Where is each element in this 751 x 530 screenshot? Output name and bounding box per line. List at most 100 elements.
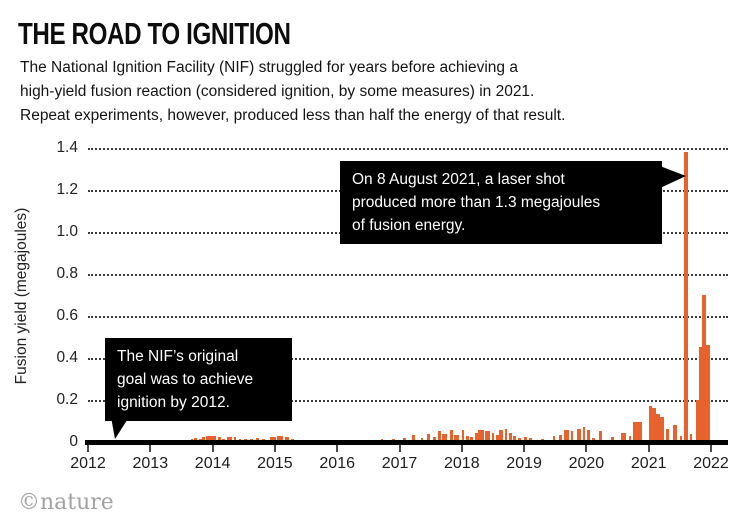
bar-laser-shot [491, 433, 495, 442]
y-tick-label-1.0: 1.0 [56, 223, 78, 240]
x-tick-2015 [273, 445, 276, 452]
bar-laser-shot [586, 430, 590, 442]
bar-laser-shot [611, 437, 614, 442]
y-tick-label-0.2: 0.2 [56, 391, 78, 408]
bar-laser-shot [442, 434, 447, 442]
x-tick-2013 [149, 445, 152, 452]
bar-laser-shot [484, 431, 490, 442]
chart-title: THE ROAD TO IGNITION [18, 16, 291, 51]
bar-laser-shot [633, 422, 642, 442]
bar-ignition-shot [684, 152, 688, 442]
bar-laser-shot [679, 436, 683, 442]
x-tick-label-2012: 2012 [70, 455, 106, 472]
x-tick-2017 [398, 445, 401, 452]
x-tick-label-2015: 2015 [257, 455, 293, 472]
bar-laser-shot [672, 425, 677, 442]
x-axis-ticks [87, 445, 748, 453]
x-tick-2012 [87, 445, 89, 452]
bar-laser-shot [205, 436, 211, 442]
x-tick-label-2020: 2020 [568, 455, 605, 472]
bar-laser-shot [411, 435, 415, 442]
bar-laser-shot [570, 431, 574, 442]
chart-subtitle: The National Ignition Facility (NIF) str… [20, 59, 566, 124]
bar-laser-shot [461, 430, 465, 442]
bar-laser-shot [449, 430, 453, 442]
bar-laser-shot [508, 433, 512, 442]
x-axis-baseline [85, 440, 728, 445]
x-tick-label-2019: 2019 [506, 455, 542, 472]
bar-laser-shot [284, 437, 289, 442]
bar-laser-shot [211, 436, 217, 442]
x-tick-label-2016: 2016 [319, 455, 355, 472]
gridline-1.4 [88, 148, 728, 150]
x-tick-2019 [523, 445, 526, 452]
gridline-0.6 [88, 316, 728, 318]
bar-laser-shot [218, 437, 221, 442]
gridline-0.8 [88, 274, 728, 276]
bar-laser-shot [269, 437, 277, 442]
x-tick-label-2017: 2017 [381, 455, 418, 472]
bar-laser-shot [582, 427, 586, 442]
bar-laser-shot [276, 436, 283, 442]
y-tick-label-1.4: 1.4 [56, 139, 78, 156]
bar-laser-shot [702, 295, 706, 442]
bar-laser-shot [558, 435, 562, 442]
bar-laser-shot [652, 408, 657, 442]
bar-laser-shot [689, 434, 693, 442]
gridline-0.4 [88, 358, 728, 360]
bar-laser-shot [227, 437, 232, 442]
x-axis-tick-labels: 2012 2013 2014 2015 2016 2017 2018 2019 2020 2021… [70, 455, 751, 475]
bar-laser-shot [427, 434, 431, 442]
bar-laser-shot [478, 430, 484, 442]
bar-laser-shot [504, 429, 508, 442]
bar-laser-shot [454, 435, 460, 442]
x-tick-2014 [211, 445, 214, 452]
bar-laser-shot [563, 430, 569, 442]
bar-laser-shot [659, 417, 664, 442]
bar-laser-shot [523, 437, 527, 442]
bar-laser-shot [628, 436, 632, 442]
bar-laser-shot [665, 429, 669, 442]
nature-logo: ©nature [18, 490, 114, 515]
bar-laser-shot [695, 400, 699, 442]
bar-laser-shot [466, 436, 469, 442]
callout-2012-goal: The NIF’s original goal was to achieve i… [105, 338, 292, 421]
bar-laser-shot [576, 429, 582, 442]
x-tick-label-2018: 2018 [444, 455, 480, 472]
bar-laser-shot [552, 436, 556, 442]
y-tick-label-0.4: 0.4 [56, 349, 78, 366]
x-tick-label-2013: 2013 [132, 455, 169, 472]
x-tick-2018 [460, 445, 463, 452]
y-tick-label-0: 0 [69, 433, 78, 450]
bar-laser-shot [513, 436, 517, 442]
gridline-0.2 [88, 400, 728, 402]
x-tick-label-2021: 2021 [630, 455, 667, 472]
bar-laser-shot [233, 437, 237, 442]
y-tick-label-0.6: 0.6 [56, 307, 78, 324]
x-tick-2021 [647, 445, 650, 452]
y-axis-tick-labels: 0 0.2 0.4 0.6 0.8 1.0 1.2 1.4 [0, 139, 84, 450]
callout-august-2021-arrow-icon [660, 166, 686, 188]
bar-laser-shot [598, 431, 602, 442]
bar-laser-shot [648, 406, 653, 442]
x-tick-label-2014: 2014 [194, 455, 231, 472]
bar-laser-shot [656, 414, 660, 442]
callout-august-2021: On 8 August 2021, a laser shot produced … [340, 161, 662, 244]
bar-laser-shot [432, 437, 436, 442]
y-tick-label-0.8: 0.8 [56, 265, 78, 282]
bar-laser-shot [475, 433, 479, 442]
x-tick-2022 [710, 445, 712, 452]
bar-laser-shot [202, 437, 206, 442]
x-tick-label-2022: 2022 [693, 455, 729, 472]
bar-laser-shot [495, 435, 499, 442]
bar-laser-shot [498, 430, 504, 442]
callout-2012-goal-arrow-icon [111, 417, 129, 439]
x-tick-2016 [336, 445, 339, 452]
bar-laser-shot [706, 345, 710, 442]
y-tick-label-1.2: 1.2 [56, 181, 78, 198]
bar-laser-shot [698, 347, 703, 442]
bar-laser-shot [470, 437, 474, 442]
bar-laser-shot [621, 433, 627, 442]
bar-laser-shot [437, 431, 441, 442]
